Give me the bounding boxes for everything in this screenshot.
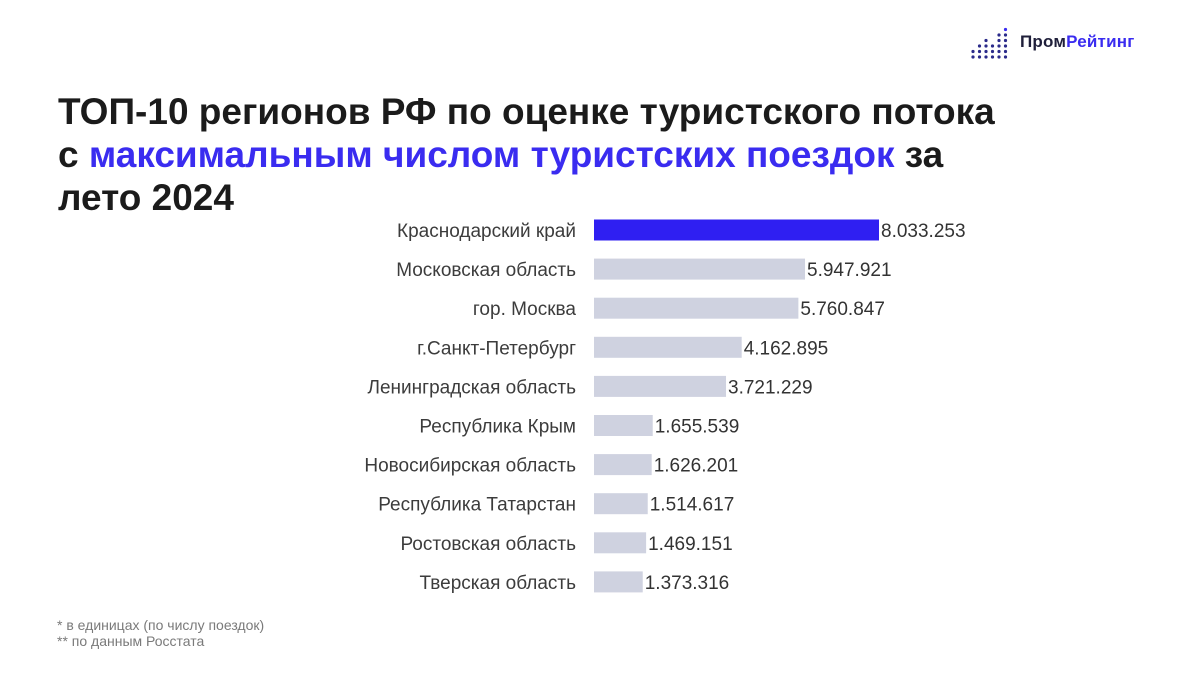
bar — [594, 532, 647, 554]
category-label: Ленинградская область — [368, 377, 577, 398]
value-label: 1.514.617 — [650, 495, 735, 516]
bar — [594, 375, 727, 397]
title-line2-prefix: с — [58, 134, 89, 175]
bar — [594, 336, 742, 358]
value-label: 3.721.229 — [728, 377, 813, 398]
value-label: 5.947.921 — [807, 260, 892, 281]
value-label: 1.655.539 — [655, 417, 740, 438]
bar — [594, 454, 652, 476]
value-label: 4.162.895 — [744, 338, 829, 359]
value-label: 1.373.316 — [645, 573, 730, 594]
title-line1: ТОП-10 регионов РФ по оценке туристского… — [58, 91, 995, 132]
title-highlight: максимальным числом туристских поездок — [88, 134, 895, 175]
category-label: Ростовская область — [400, 534, 576, 555]
category-label: Новосибирская область — [364, 456, 576, 477]
logo-dots-icon — [971, 27, 1008, 59]
brand-name-part2: Рейтинг — [1066, 32, 1135, 51]
value-label: 1.469.151 — [648, 534, 733, 555]
bar — [594, 258, 806, 280]
value-label: 8.033.253 — [881, 221, 966, 242]
brand-logo: ПромРейтинг — [970, 24, 1135, 60]
bar — [594, 415, 653, 436]
footnote-units: * в единицах (по числу поездок) — [57, 617, 265, 633]
category-label: Республика Крым — [419, 417, 576, 438]
brand-name-part1: Пром — [1020, 32, 1067, 51]
value-label: 5.760.847 — [800, 299, 885, 320]
title-line3: лето 2024 — [58, 177, 234, 218]
bar — [594, 571, 643, 593]
bar — [594, 493, 648, 515]
category-label: Краснодарский край — [397, 221, 576, 242]
brand-name: ПромРейтинг — [1020, 32, 1135, 52]
footnotes: * в единицах (по числу поездок) ** по да… — [57, 617, 264, 649]
footnote-source: ** по данным Росстата — [57, 633, 205, 649]
bar — [594, 297, 799, 319]
value-label: 1.626.201 — [654, 456, 739, 477]
category-label: г.Санкт-Петербург — [417, 338, 576, 359]
category-label: Республика Татарстан — [378, 495, 576, 516]
title-line2-suffix: за — [894, 134, 944, 175]
page-title: ТОП-10 регионов РФ по оценке туристского… — [58, 90, 1158, 219]
category-label: Московская область — [396, 260, 576, 281]
category-label: гор. Москва — [473, 299, 577, 320]
category-label: Тверская область — [420, 573, 577, 594]
bar — [594, 219, 879, 241]
